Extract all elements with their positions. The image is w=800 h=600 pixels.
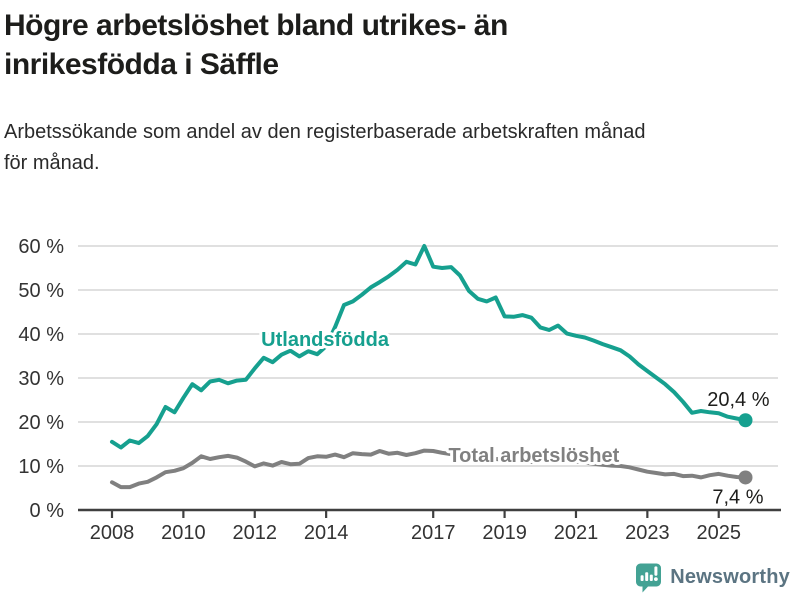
y-axis-tick-label: 10 %: [18, 456, 64, 478]
x-axis-tick-label: 2017: [411, 522, 456, 544]
logo-bar-2: [645, 572, 649, 581]
x-axis-tick-label: 2014: [304, 522, 349, 544]
x-axis-tick-label: 2008: [90, 522, 135, 544]
series-label-0: Utlandsfödda: [261, 329, 390, 351]
chart-subtitle-line2: för månad.: [4, 152, 100, 174]
x-axis-tick-label: 2025: [696, 522, 741, 544]
chart-title-line1: Högre arbetslöshet bland utrikes- än: [4, 9, 508, 42]
logo-exclamation-dot: [654, 577, 658, 581]
series-end-dot-1: [738, 470, 753, 485]
y-axis-tick-label: 30 %: [18, 368, 64, 390]
chart-title: Högre arbetslöshet bland utrikes- än inri…: [4, 6, 508, 84]
y-axis-tick-label: 40 %: [18, 324, 64, 346]
series-line-1: [110, 448, 748, 490]
series-end-value-0: 20,4 %: [707, 389, 769, 411]
newsworthy-logo-icon: [636, 563, 662, 593]
chart-subtitle-line1: Arbetssökande som andel av den registerb…: [4, 121, 646, 143]
y-axis-tick-label: 60 %: [18, 236, 64, 258]
chart-title-line2: inrikesfödda i Säffle: [4, 48, 279, 81]
y-axis-tick-label: 20 %: [18, 412, 64, 434]
x-axis-tick-label: 2010: [161, 522, 206, 544]
brand-name: Newsworthy: [670, 566, 790, 588]
y-axis-tick-label: 50 %: [18, 280, 64, 302]
series-end-dot-0: [738, 413, 753, 428]
logo-exclamation-bar: [654, 566, 658, 576]
series-line-0: [110, 244, 748, 450]
series-end-value-1: 7,4 %: [712, 486, 763, 508]
x-axis-tick-label: 2019: [482, 522, 527, 544]
y-axis-tick-label: 0 %: [30, 500, 65, 522]
x-axis-tick-label: 2023: [625, 522, 670, 544]
x-axis-tick-label: 2012: [233, 522, 278, 544]
series-label-1: Total arbetslöshet: [448, 445, 619, 467]
logo-bar-1: [640, 575, 644, 581]
brand-footer[interactable]: Newsworthy: [635, 562, 790, 593]
logo-bar-3: [649, 574, 653, 581]
chart-subtitle: Arbetssökande som andel av den registerb…: [4, 117, 646, 179]
x-axis-tick-label: 2021: [554, 522, 599, 544]
